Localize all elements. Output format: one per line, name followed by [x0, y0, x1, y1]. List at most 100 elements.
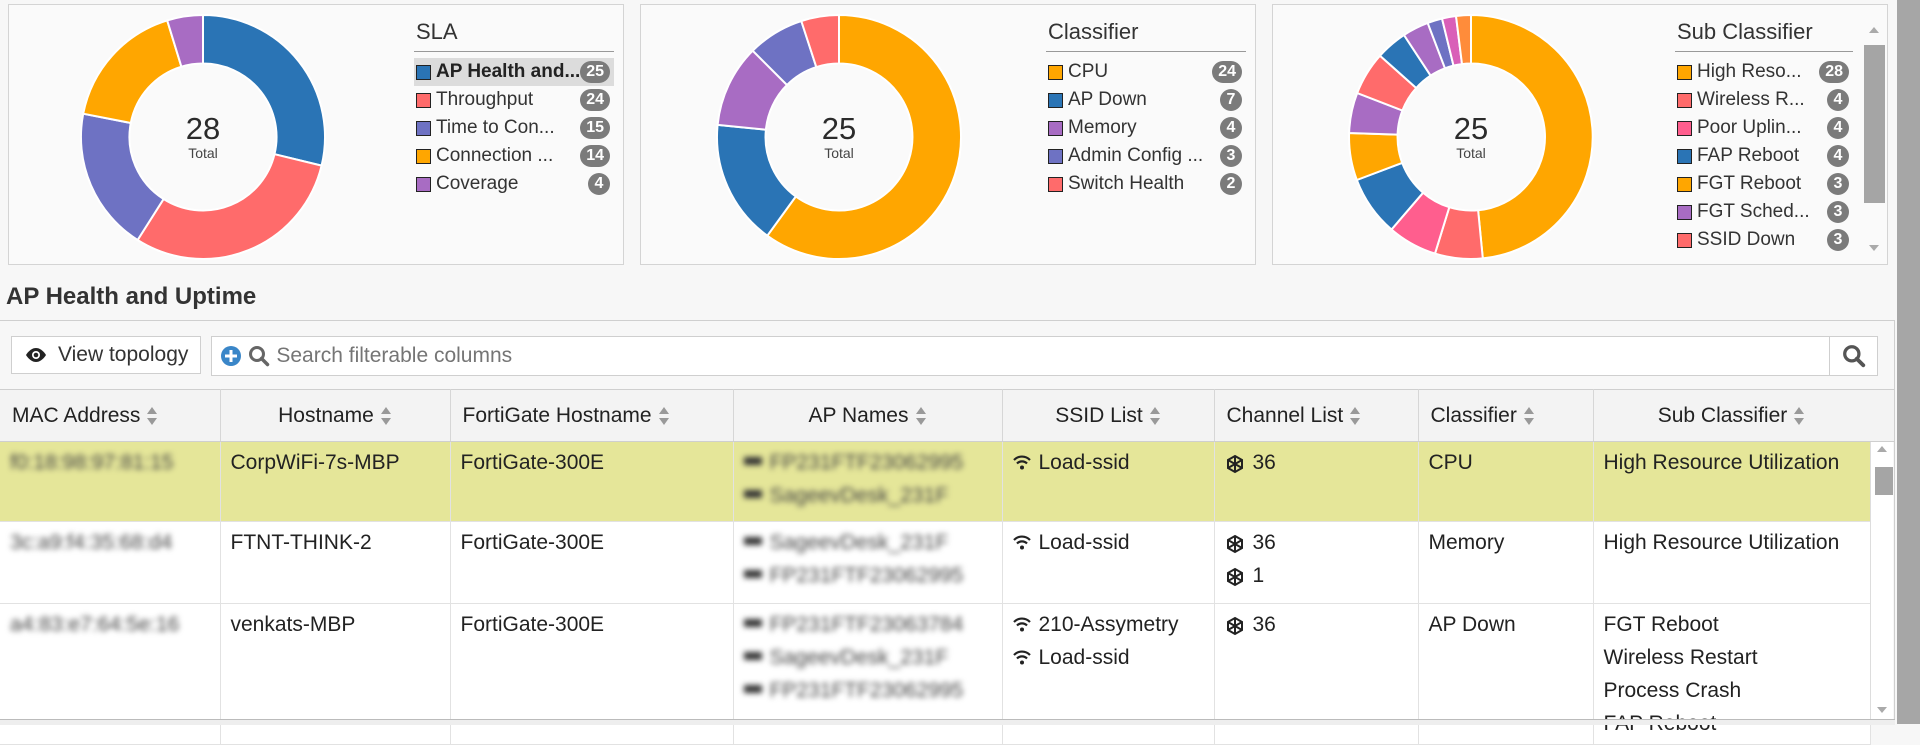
legend-item-ssid-down[interactable]: SSID Down 3 — [1675, 226, 1853, 254]
ssid-label: Load-ssid — [1038, 531, 1130, 554]
ap-name-label: FP231FTF23063784 — [769, 613, 964, 636]
table-row[interactable]: 3c:a9:f4:35:68:d4 FTNT-THINK-2 FortiGate… — [0, 521, 1871, 604]
legend-title: SLA — [414, 17, 614, 52]
legend-item-fgt-scheduled[interactable]: FGT Sched... 3 — [1675, 198, 1853, 226]
donut-total: 25 — [821, 111, 857, 146]
swatch — [1677, 64, 1692, 80]
channel-icon — [1226, 534, 1243, 554]
legend-item-wireless-restart[interactable]: Wireless R... 4 — [1675, 86, 1853, 114]
add-filter-icon[interactable] — [220, 345, 242, 367]
legend-label: High Reso... — [1697, 61, 1802, 82]
legend-title: Sub Classifier — [1675, 17, 1853, 52]
wifi-icon — [1012, 535, 1031, 550]
ap-icon — [743, 652, 762, 660]
column-header-sub-classifier[interactable]: Sub Classifier — [1593, 389, 1871, 442]
ssid: Load-ssid — [1012, 530, 1204, 563]
wifi-icon — [1012, 455, 1031, 470]
page-scrollbar[interactable] — [1897, 0, 1920, 724]
count-badge: 2 — [1220, 173, 1242, 195]
horizontal-scroll-track[interactable] — [0, 719, 1895, 725]
mac-address: 3c:a9:f4:35:68:d4 — [10, 531, 173, 554]
legend-label: SSID Down — [1697, 229, 1796, 250]
column-header-mac[interactable]: MAC Address — [0, 389, 221, 442]
swatch — [1677, 204, 1692, 220]
legend-item-high-resource[interactable]: High Reso... 28 — [1675, 58, 1853, 86]
table-frame: View topology MAC Address Hostname Forti… — [0, 320, 1895, 745]
legend-scrollbar[interactable] — [1864, 23, 1885, 255]
legend-item-connection[interactable]: Connection ... 14 — [414, 142, 614, 170]
legend-item-fgt-reboot[interactable]: FGT Reboot 3 — [1675, 170, 1853, 198]
channel-cell: 36 — [1214, 441, 1419, 522]
sla-donut-chart[interactable]: 28 Total — [79, 13, 327, 261]
table-row[interactable]: f0:18:98:97:81:15 CorpWiFi-7s-MBP FortiG… — [0, 441, 1871, 522]
swatch — [1677, 92, 1692, 108]
column-header-fortigate-hostname[interactable]: FortiGate Hostname — [450, 389, 734, 442]
table-scrollbar[interactable] — [1870, 442, 1893, 725]
view-topology-button[interactable]: View topology — [11, 336, 202, 374]
sort-icon — [1350, 406, 1361, 425]
mac-cell: 3c:a9:f4:35:68:d4 — [0, 521, 221, 604]
column-header-ap-names[interactable]: AP Names — [733, 389, 1003, 442]
legend-item-ap-down[interactable]: AP Down 7 — [1046, 86, 1246, 114]
fortigate-cell: FortiGate-300E — [450, 521, 734, 604]
wifi-icon — [1012, 650, 1031, 665]
swatch — [416, 120, 431, 136]
column-header-ssid-list[interactable]: SSID List — [1002, 389, 1215, 442]
ap-name: SageevDesk_231F — [743, 483, 992, 516]
legend-item-coverage[interactable]: Coverage 4 — [414, 170, 614, 198]
legend-item-poor-uplink[interactable]: Poor Uplin... 4 — [1675, 114, 1853, 142]
search-box[interactable] — [211, 336, 1878, 376]
donut-total-label: Total — [188, 145, 218, 161]
count-badge: 14 — [580, 145, 610, 167]
scroll-thumb[interactable] — [1875, 467, 1893, 495]
legend-item-admin-config[interactable]: Admin Config ... 3 — [1046, 142, 1246, 170]
ap-name-label: FP231FTF23062995 — [769, 679, 964, 702]
legend-item-fap-reboot[interactable]: FAP Reboot 4 — [1675, 142, 1853, 170]
legend-item-ap-health[interactable]: AP Health and... 25 — [414, 58, 614, 86]
classifier-donut-chart[interactable]: 25 Total — [715, 13, 963, 261]
column-header-classifier[interactable]: Classifier — [1418, 389, 1594, 442]
count-badge: 4 — [1220, 117, 1242, 139]
scroll-down-icon[interactable] — [1877, 707, 1887, 713]
scroll-up-icon[interactable] — [1869, 27, 1879, 33]
ap-name: FP231FTF23062995 — [743, 678, 992, 711]
classifier-cell: CPU — [1418, 441, 1594, 522]
donut-total: 28 — [185, 111, 221, 146]
ssid-label: 210-Assymetry — [1038, 613, 1179, 636]
legend-item-memory[interactable]: Memory 4 — [1046, 114, 1246, 142]
ap-icon — [743, 490, 762, 498]
legend-item-cpu[interactable]: CPU 24 — [1046, 58, 1246, 86]
sla-panel: 28 Total SLA AP Health and... 25 Throughp… — [8, 4, 624, 265]
search-input[interactable] — [270, 343, 1829, 369]
ssid: Load-ssid — [1012, 645, 1204, 678]
legend-item-time-to-connect[interactable]: Time to Con... 15 — [414, 114, 614, 142]
legend-item-throughput[interactable]: Throughput 24 — [414, 86, 614, 114]
sort-icon — [658, 406, 669, 425]
swatch — [1677, 120, 1692, 136]
scroll-thumb[interactable] — [1864, 45, 1885, 203]
ap-icon — [743, 619, 762, 627]
ssid: 210-Assymetry — [1012, 612, 1204, 645]
search-button[interactable] — [1829, 337, 1877, 375]
data-table: MAC Address Hostname FortiGate Hostname … — [0, 389, 1871, 745]
header-label: AP Names — [808, 403, 909, 427]
legend-title: Classifier — [1046, 17, 1246, 52]
scroll-down-icon[interactable] — [1869, 245, 1879, 251]
column-header-hostname[interactable]: Hostname — [220, 389, 451, 442]
channel: 36 — [1225, 530, 1408, 563]
swatch — [1048, 148, 1063, 164]
ap-icon — [743, 537, 762, 545]
count-badge: 24 — [580, 89, 610, 111]
sub-classifier-donut-chart[interactable]: 25 Total — [1347, 13, 1595, 261]
legend-label: Memory — [1068, 117, 1137, 138]
scroll-up-icon[interactable] — [1877, 446, 1887, 452]
channel-icon — [1226, 567, 1243, 587]
legend-label: FGT Reboot — [1697, 173, 1802, 194]
column-header-channel-list[interactable]: Channel List — [1214, 389, 1419, 442]
fortigate-cell: FortiGate-300E — [450, 441, 734, 522]
legend-item-switch-health[interactable]: Switch Health 2 — [1046, 170, 1246, 198]
header-label: Hostname — [278, 403, 374, 427]
sub-classifier: High Resource Utilization — [1603, 531, 1840, 554]
classifier-legend: Classifier CPU 24 AP Down 7 Memory 4 Admin … — [1046, 17, 1246, 198]
legend-label: Throughput — [436, 89, 534, 110]
